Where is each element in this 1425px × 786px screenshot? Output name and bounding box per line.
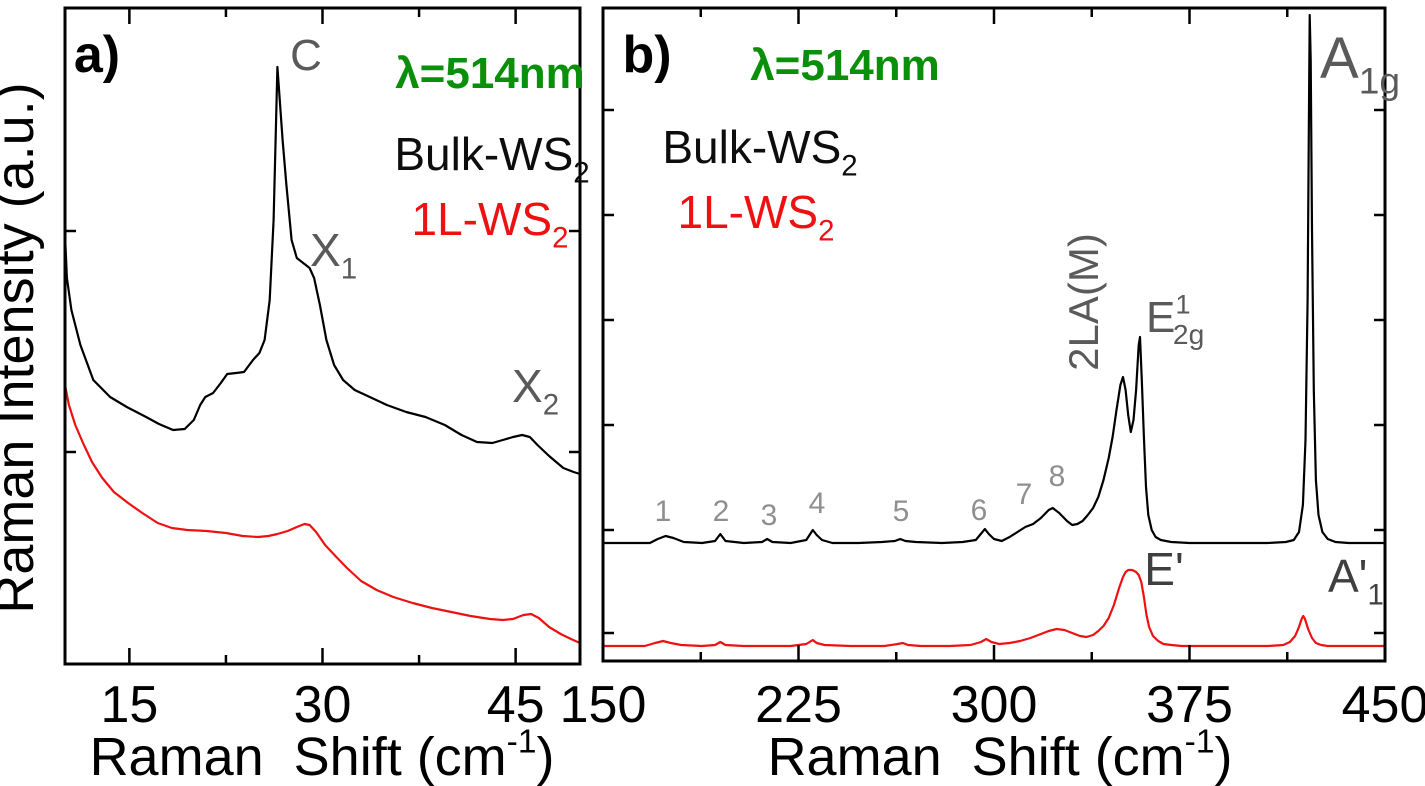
minor-peak-6: 6: [971, 494, 988, 527]
peak-label-x2: X2: [512, 360, 559, 421]
legend-bulk-a: Bulk-WS2: [394, 128, 589, 189]
peak-label-c: C: [290, 31, 322, 80]
x-axis-title-b: Raman Shift (cm-1): [768, 723, 1233, 786]
peak-label-x1: X1: [310, 224, 357, 285]
x-tick-label-15: 15: [100, 676, 158, 734]
minor-peak-7: 7: [1016, 478, 1033, 511]
minor-peak-5: 5: [893, 495, 910, 528]
peak-label-eprime: E': [1144, 543, 1183, 595]
minor-peak-1: 1: [655, 495, 672, 528]
legend-1l-b: 1L-WS2: [678, 186, 835, 247]
x-tick-label-450: 450: [1342, 676, 1425, 734]
legend-1l-a: 1L-WS2: [412, 193, 569, 254]
y-axis-title: Raman Intensity (a.u.): [0, 82, 45, 613]
legend-bulk-b: Bulk-WS2: [662, 121, 857, 182]
x-tick-label-375: 375: [1146, 676, 1233, 734]
minor-peak-3: 3: [761, 499, 778, 532]
peak-label-2lam: 2LA(M): [1060, 233, 1107, 371]
peak-label-a1prime: A'1: [1328, 550, 1384, 611]
curve-1l-ws2: [603, 568, 1385, 648]
curve-1l-ws2: [63, 384, 581, 645]
peak-label-e2g: E1 2g: [1146, 289, 1204, 350]
x-tick-label-300: 300: [951, 676, 1038, 734]
x-tick-label-45: 45: [487, 676, 545, 734]
x-axis-title-a: Raman Shift (cm-1): [90, 723, 555, 786]
minor-peak-8: 8: [1049, 460, 1066, 493]
peak-label-a1g: A1g: [1320, 26, 1400, 102]
minor-peak-4: 4: [809, 487, 826, 520]
curve-bulk-ws2: [63, 65, 581, 476]
x-tick-label-30: 30: [294, 676, 352, 734]
minor-peak-2: 2: [713, 495, 730, 528]
curve-bulk-ws2: [603, 13, 1385, 545]
axis-frame-b: [601, 6, 1387, 663]
x-tick-label-150: 150: [560, 676, 647, 734]
x-tick-label-225: 225: [755, 676, 842, 734]
laser-wavelength-b: λ=514nm: [750, 41, 940, 90]
panel-tag-a: a): [74, 26, 120, 84]
axis-frame-a: [63, 6, 582, 666]
panel-tag-b: b): [622, 26, 671, 84]
laser-wavelength-a: λ=514nm: [395, 49, 585, 98]
